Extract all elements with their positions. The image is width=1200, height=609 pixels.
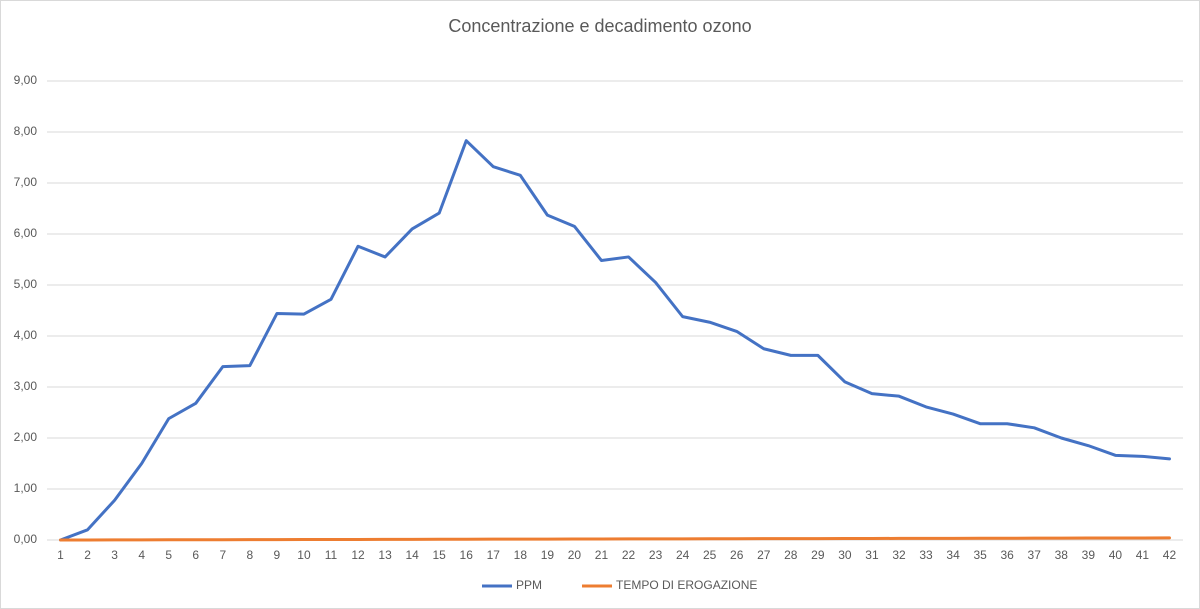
x-tick-label: 2	[84, 548, 91, 562]
y-tick-label: 8,00	[14, 124, 38, 138]
legend-label: PPM	[516, 578, 542, 592]
y-tick-label: 6,00	[14, 226, 38, 240]
x-tick-label: 38	[1055, 548, 1069, 562]
x-tick-label: 39	[1082, 548, 1096, 562]
y-tick-label: 1,00	[14, 481, 38, 495]
x-tick-label: 20	[568, 548, 582, 562]
x-tick-label: 17	[487, 548, 501, 562]
series-line	[59, 139, 1171, 542]
chart-title: Concentrazione e decadimento ozono	[448, 16, 751, 36]
x-tick-label: 13	[378, 548, 392, 562]
y-tick-label: 4,00	[14, 328, 38, 342]
x-tick-label: 28	[784, 548, 798, 562]
x-tick-label: 3	[111, 548, 118, 562]
x-tick-label: 30	[838, 548, 852, 562]
x-tick-label: 35	[973, 548, 987, 562]
x-tick-label: 25	[703, 548, 717, 562]
y-tick-label: 9,00	[14, 73, 38, 87]
x-tick-label: 22	[622, 548, 636, 562]
series-line	[59, 536, 1171, 542]
x-tick-label: 12	[351, 548, 365, 562]
x-tick-label: 5	[165, 548, 172, 562]
legend-label: TEMPO DI EROGAZIONE	[616, 578, 757, 592]
x-tick-label: 9	[274, 548, 281, 562]
x-tick-label: 41	[1136, 548, 1150, 562]
x-tick-label: 32	[892, 548, 906, 562]
x-tick-label: 37	[1028, 548, 1042, 562]
x-tick-label: 14	[405, 548, 419, 562]
x-tick-label: 36	[1001, 548, 1015, 562]
x-tick-label: 7	[219, 548, 226, 562]
x-tick-label: 42	[1163, 548, 1177, 562]
x-tick-label: 23	[649, 548, 663, 562]
y-tick-label: 3,00	[14, 379, 38, 393]
x-tick-label: 10	[297, 548, 311, 562]
x-tick-label: 1	[57, 548, 64, 562]
x-tick-label: 15	[433, 548, 447, 562]
x-tick-label: 34	[946, 548, 960, 562]
y-tick-label: 2,00	[14, 430, 38, 444]
x-tick-label: 29	[811, 548, 825, 562]
y-tick-label: 7,00	[14, 175, 38, 189]
y-tick-label: 0,00	[14, 532, 38, 546]
x-tick-label: 16	[460, 548, 474, 562]
x-tick-label: 19	[541, 548, 555, 562]
x-tick-label: 8	[247, 548, 254, 562]
x-tick-label: 24	[676, 548, 690, 562]
x-tick-label: 27	[757, 548, 771, 562]
x-tick-label: 31	[865, 548, 879, 562]
x-tick-label: 11	[325, 548, 338, 562]
x-tick-label: 26	[730, 548, 744, 562]
x-tick-label: 33	[919, 548, 933, 562]
y-tick-label: 5,00	[14, 277, 38, 291]
x-tick-label: 6	[192, 548, 199, 562]
x-tick-label: 40	[1109, 548, 1123, 562]
x-tick-label: 4	[138, 548, 145, 562]
x-tick-label: 18	[514, 548, 528, 562]
x-tick-label: 21	[595, 548, 609, 562]
